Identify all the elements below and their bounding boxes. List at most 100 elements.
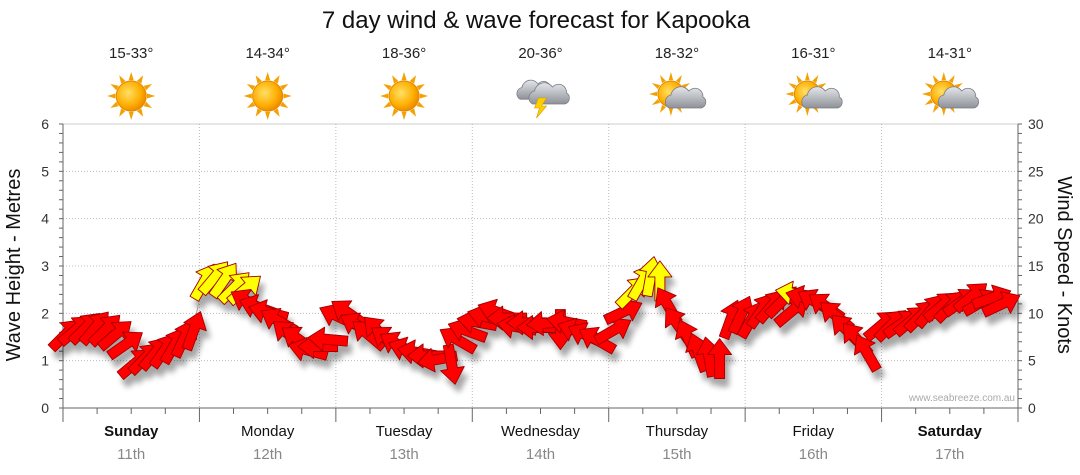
y-tick-label-left: 2 — [41, 305, 49, 321]
sun-ray — [143, 84, 152, 91]
sun-ray — [265, 111, 271, 120]
sun-ray — [383, 84, 392, 91]
day-name-label: Sunday — [104, 423, 159, 440]
partly-cloudy-icon — [921, 72, 979, 116]
sun-ray — [785, 91, 794, 97]
y-tick-label-right: 10 — [1028, 305, 1044, 321]
day-date-label: 12th — [253, 446, 282, 463]
sun-ray — [651, 83, 661, 90]
y-tick-label-right: 20 — [1028, 211, 1044, 227]
partly-cloudy-icon — [785, 72, 843, 116]
sun-ray — [136, 75, 144, 84]
sun-disc — [388, 80, 420, 112]
y-tick-label-left: 3 — [41, 258, 49, 274]
sun-ray — [932, 74, 939, 84]
sun-ray — [796, 74, 803, 84]
sun-ray — [392, 75, 399, 84]
day-date-label: 16th — [799, 446, 828, 463]
sun-ray — [273, 108, 280, 117]
cloud-shape — [664, 86, 707, 109]
y-tick-label-left: 1 — [41, 353, 49, 369]
sun-ray — [648, 91, 658, 97]
sun-ray — [401, 72, 407, 81]
sun-ray — [805, 107, 810, 116]
sun-ray — [265, 72, 271, 81]
day-date-label: 14th — [526, 446, 555, 463]
sun-ray — [128, 111, 134, 120]
temperature-range: 16-31° — [791, 45, 835, 62]
y-tick-label-left: 5 — [41, 163, 49, 179]
sun-ray — [255, 108, 262, 117]
sun-ray — [280, 101, 289, 108]
sun-ray — [273, 75, 280, 84]
sun-ray — [409, 108, 417, 117]
sun-ray — [283, 93, 292, 99]
day-date-label: 11th — [117, 446, 145, 463]
sun-ray — [409, 75, 417, 84]
sun-ray — [805, 72, 810, 81]
sunny-icon — [380, 72, 429, 120]
wind-arrow — [853, 334, 882, 373]
sun-ray — [668, 107, 674, 116]
sun-ray — [416, 84, 425, 91]
sun-ray — [659, 74, 666, 84]
temperature-range: 15-33° — [109, 45, 153, 62]
sun-ray — [948, 74, 955, 84]
sun-ray — [921, 91, 930, 97]
y-tick-label-left: 6 — [41, 116, 49, 132]
y-tick-label-left: 0 — [41, 400, 49, 416]
sun-ray — [668, 72, 674, 81]
sun-ray — [788, 98, 797, 105]
y-tick-label-right: 30 — [1028, 116, 1044, 132]
sun-ray — [110, 101, 119, 108]
sun-ray — [812, 74, 819, 84]
sun-ray — [143, 101, 152, 108]
sun-ray — [147, 93, 156, 99]
y-tick-label-right: 25 — [1028, 163, 1044, 179]
y-tick-label-left: 4 — [41, 211, 49, 227]
sun-ray — [107, 93, 116, 99]
day-name-label: Wednesday — [501, 423, 580, 440]
sun-ray — [246, 101, 256, 108]
sun-ray — [383, 101, 392, 108]
temperature-range: 14-34° — [245, 45, 289, 62]
sun-ray — [932, 104, 939, 114]
sun-ray — [243, 93, 252, 99]
cloud-shape — [937, 86, 979, 109]
sun-ray — [110, 84, 119, 91]
sun-ray — [941, 72, 947, 81]
y-tick-label-right: 5 — [1028, 353, 1036, 369]
sun-ray — [119, 108, 126, 117]
sun-ray — [796, 104, 803, 114]
wind-arrow — [307, 326, 349, 352]
sun-ray — [924, 83, 933, 90]
wind-arrow — [440, 343, 465, 385]
y-axis-left-label: Wave Height - Metres — [3, 169, 25, 362]
day-date-label: 17th — [935, 446, 964, 463]
sun-ray — [380, 93, 389, 99]
watermark: www.seabreeze.com.au — [908, 393, 1015, 404]
day-date-label: 13th — [389, 446, 418, 463]
day-date-label: 15th — [662, 446, 691, 463]
sunny-icon — [107, 72, 156, 120]
sunny-icon — [243, 72, 292, 120]
y-tick-label-right: 15 — [1028, 258, 1044, 274]
partly-cloudy-icon — [648, 72, 707, 116]
y-axis-right-label: Wind Speed - Knots — [1053, 176, 1075, 354]
chart-title: 7 day wind & wave forecast for Kapooka — [322, 7, 751, 34]
sun-ray — [401, 111, 407, 120]
sun-ray — [119, 75, 126, 84]
day-name-label: Thursday — [646, 423, 709, 440]
temperature-range: 20-36° — [518, 45, 562, 62]
lightning-bolt — [534, 97, 548, 119]
sun-ray — [659, 104, 666, 114]
day-name-label: Saturday — [918, 423, 983, 440]
cloud-shape — [801, 86, 843, 109]
sun-ray — [392, 108, 399, 117]
sun-ray — [651, 98, 661, 105]
wind-arrow — [181, 311, 207, 352]
temperature-range: 18-32° — [655, 45, 699, 62]
sun-ray — [416, 101, 425, 108]
sun-ray — [128, 72, 134, 81]
